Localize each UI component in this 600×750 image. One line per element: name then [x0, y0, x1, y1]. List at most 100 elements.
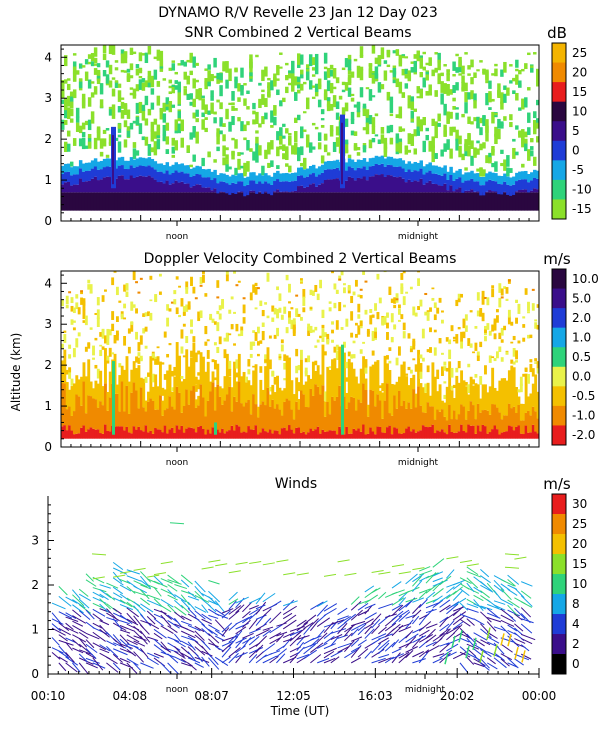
snr-cell [123, 179, 128, 193]
doppler-cell [309, 325, 313, 334]
snr-cell [371, 117, 376, 127]
doppler-cell [228, 333, 232, 336]
snr-cell [114, 192, 119, 211]
doppler-cell [331, 430, 334, 439]
doppler-cell [512, 430, 516, 439]
snr-cell [207, 70, 211, 79]
snr-cell [320, 183, 325, 193]
wind-barb [486, 627, 491, 640]
snr-cell [117, 134, 122, 138]
wind-barb [486, 599, 500, 610]
doppler-cell [522, 373, 526, 377]
snr-cell [135, 176, 140, 193]
snr-cell [210, 171, 214, 181]
doppler-cell [221, 428, 225, 439]
doppler-cell [493, 387, 497, 405]
doppler-cell [414, 312, 418, 317]
snr-cell [341, 81, 346, 86]
snr-cell [231, 105, 235, 111]
snr-cell [353, 180, 358, 193]
wind-barb [58, 662, 67, 672]
snr-cell [470, 90, 474, 100]
doppler-cell [448, 361, 452, 406]
snr-cell [446, 192, 450, 211]
doppler-cell [455, 367, 459, 373]
snr-cell [249, 76, 253, 79]
snr-cell [201, 169, 205, 178]
doppler-cell [206, 400, 210, 430]
doppler-cell [213, 431, 217, 439]
snr-cell [162, 102, 167, 112]
doppler-cell [419, 371, 423, 379]
doppler-cell [486, 410, 490, 434]
doppler-cell [462, 406, 466, 431]
snr-cell [311, 122, 316, 126]
snr-cell [249, 148, 253, 152]
snr-cell [93, 192, 98, 211]
snr-cell [395, 177, 400, 193]
snr-cell [189, 176, 193, 188]
noon-label: noon [166, 458, 188, 468]
wind-barb [371, 618, 381, 629]
colorbar-tick-label: 1.0 [572, 330, 591, 344]
snr-cell [413, 54, 418, 59]
doppler-cell [452, 384, 456, 389]
doppler-cell [252, 284, 256, 293]
snr-cell [237, 173, 241, 182]
snr-cell [123, 104, 128, 115]
snr-cell [90, 52, 95, 62]
snr-cell [108, 142, 113, 146]
doppler-cell [457, 298, 461, 303]
snr-cell [192, 175, 196, 186]
snr-cell [518, 190, 522, 193]
snr-cell [129, 175, 134, 193]
doppler-cell [132, 426, 136, 439]
wind-barb [221, 640, 234, 647]
snr-cell [347, 54, 352, 64]
doppler-cell [290, 380, 294, 410]
snr-cell [159, 192, 164, 211]
wind-barb [160, 610, 173, 620]
wind-barb [405, 597, 418, 603]
wind-barb [316, 600, 328, 608]
colorbar-segment [552, 269, 566, 290]
doppler-cell [194, 352, 198, 363]
snr-cell [123, 51, 128, 64]
wind-barb [106, 608, 118, 620]
doppler-cell [123, 317, 127, 320]
snr-cell [63, 182, 68, 193]
wind-barb [282, 619, 297, 630]
snr-cell [395, 158, 400, 167]
wind-barb [364, 628, 375, 639]
wind-barb [500, 658, 510, 667]
snr-cell [162, 113, 167, 123]
snr-cell [72, 192, 77, 211]
snr-cell [455, 192, 459, 211]
wind-barb [405, 619, 414, 629]
wind-barb [310, 642, 324, 653]
snr-cell [305, 68, 310, 81]
doppler-cell [407, 385, 411, 403]
snr-cell [335, 137, 340, 147]
snr-cell [138, 101, 143, 114]
wind-barb [500, 653, 512, 661]
snr-cell [353, 170, 358, 181]
snr-cell [488, 80, 492, 89]
doppler-cell [314, 345, 318, 348]
snr-cell [153, 141, 158, 150]
doppler-cell [395, 428, 399, 439]
snr-cell [282, 123, 286, 127]
doppler-cell [233, 311, 236, 314]
snr-cell [398, 166, 403, 177]
snr-cell [338, 95, 343, 100]
wind-barb [201, 604, 209, 614]
snr-cell [180, 163, 184, 172]
wind-barb [276, 634, 285, 643]
snr-cell [264, 173, 268, 182]
snr-cell [365, 161, 370, 170]
wind-barb [153, 628, 167, 639]
snr-cell [389, 96, 394, 103]
snr-cell [255, 143, 259, 156]
wind-barb [459, 602, 469, 611]
snr-cell [398, 59, 403, 67]
